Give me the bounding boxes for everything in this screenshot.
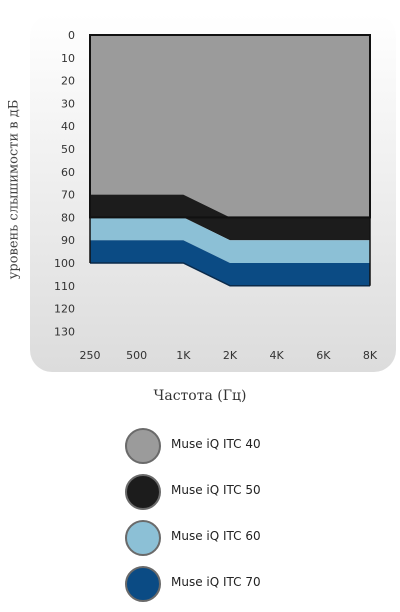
audiogram-chart: 0 10 20 30 40 50 60 70 80 90 100 110 120 130 250 500 1K…	[54, 29, 378, 362]
legend-label: Muse iQ ITC 40	[171, 437, 261, 451]
y-tick-label: 110	[54, 280, 75, 293]
series-areas	[89, 35, 371, 287]
y-tick-label: 100	[54, 257, 75, 270]
x-tick-label: 500	[126, 349, 147, 362]
x-tick-label: 6K	[316, 349, 331, 362]
y-tick-label: 40	[61, 120, 75, 133]
y-tick-label: 20	[61, 75, 75, 88]
x-tick-label: 2K	[223, 349, 238, 362]
legend-label: Muse iQ ITC 50	[171, 483, 261, 497]
y-tick-label: 130	[54, 325, 75, 338]
legend-swatch	[125, 520, 161, 556]
y-tick-label: 50	[61, 143, 75, 156]
area-series-3	[90, 217, 370, 263]
legend-label: Muse iQ ITC 60	[171, 529, 261, 543]
x-tick-label: 250	[80, 349, 101, 362]
x-tick-labels: 250 500 1K 2K 4K 6K 8K	[80, 349, 378, 362]
x-tick-label: 8K	[363, 349, 378, 362]
x-tick-label: 1K	[176, 349, 191, 362]
area-series-1	[90, 35, 370, 218]
y-tick-label: 0	[68, 29, 75, 42]
y-tick-label: 120	[54, 303, 75, 316]
legend-label: Muse iQ ITC 70	[171, 575, 261, 589]
x-axis-label: Частота (Гц)	[153, 388, 247, 404]
y-tick-label: 90	[61, 234, 75, 247]
area-outline	[90, 262, 370, 287]
plot-border	[89, 34, 371, 219]
y-tick-label: 70	[61, 189, 75, 202]
y-tick-labels: 0 10 20 30 40 50 60 70 80 90 100 110 120 130	[54, 29, 75, 338]
legend-swatch	[125, 566, 161, 602]
y-tick-label: 30	[61, 97, 75, 110]
area-series-4	[90, 240, 370, 286]
legend-swatch	[125, 428, 161, 464]
y-tick-label: 80	[61, 211, 75, 224]
legend-swatch	[125, 474, 161, 510]
y-tick-label: 60	[61, 166, 75, 179]
x-tick-label: 4K	[270, 349, 285, 362]
y-axis-label: уровень слышимости в дБ	[6, 99, 22, 280]
y-tick-label: 10	[61, 52, 75, 65]
